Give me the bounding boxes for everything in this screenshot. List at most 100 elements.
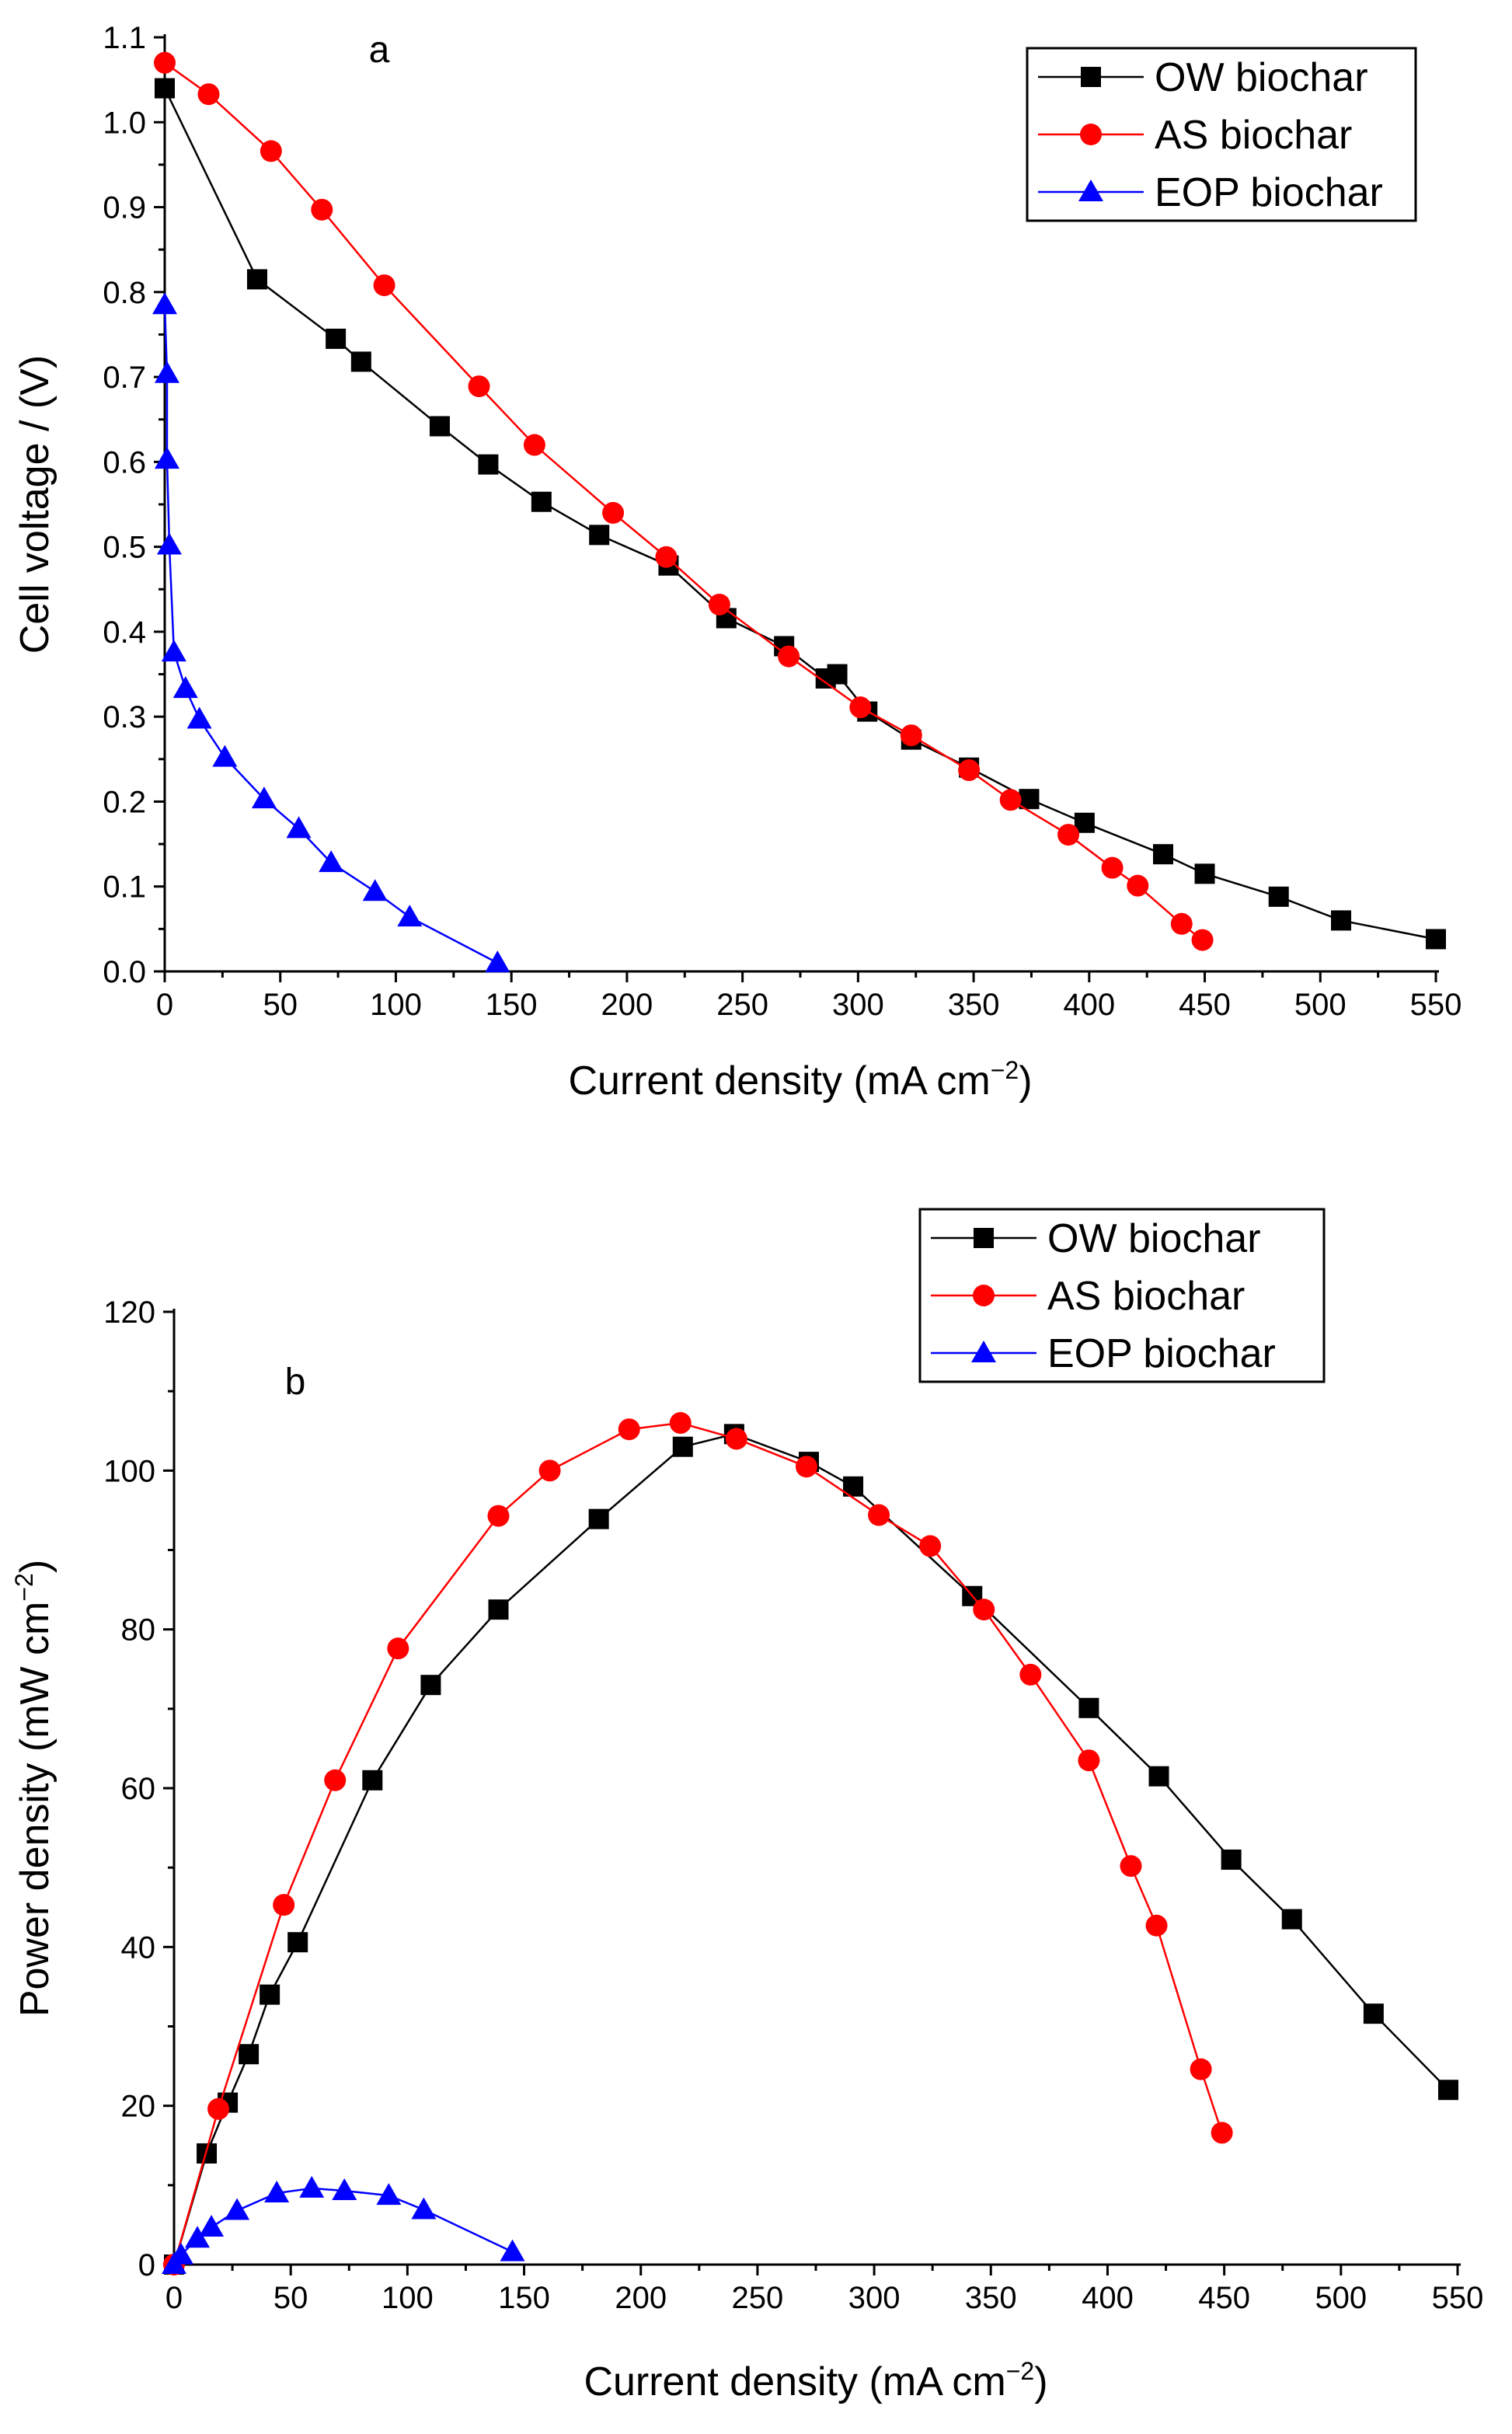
data-point — [900, 724, 922, 747]
legend-label: OW biochar — [1155, 55, 1368, 100]
x-axis-title-superscript: −2 — [991, 1056, 1019, 1084]
data-point — [868, 1504, 890, 1526]
x-tick-label: 100 — [370, 988, 422, 1022]
data-point — [827, 664, 848, 685]
data-point — [264, 2181, 290, 2203]
data-point — [1426, 929, 1446, 950]
y-tick-label: 1.0 — [103, 106, 146, 140]
y-tick-label: 60 — [121, 1772, 156, 1806]
data-point — [973, 1599, 995, 1621]
data-point — [588, 1508, 609, 1529]
y-tick-label: 0.0 — [103, 955, 146, 989]
data-point — [1127, 874, 1149, 897]
data-point — [1145, 1914, 1168, 1937]
panel-label: a — [369, 30, 390, 71]
y-tick-label: 0.3 — [103, 700, 146, 734]
data-point — [1363, 2003, 1384, 2024]
x-tick-label: 250 — [716, 988, 768, 1022]
series-eop-biochar — [152, 292, 510, 973]
panel-b-power-chart: 0 50 100 150 200 250 300 350 400 450 500 550 0 20 40 60… — [10, 1208, 1483, 2404]
x-axis-title-superscript: −2 — [1006, 2357, 1034, 2385]
legend-entry: OW biochar — [1038, 55, 1368, 100]
data-point — [225, 2198, 250, 2220]
x-axis-title: Current density (mA cm−2) — [584, 2357, 1047, 2404]
x-tick-label: 200 — [615, 2281, 667, 2315]
data-point — [1148, 1766, 1169, 1787]
legend-entry: AS biochar — [931, 1274, 1245, 1319]
legend-label: EOP biochar — [1155, 170, 1383, 215]
legend: OW biochar AS biochar EOP biochar — [918, 1208, 1326, 1383]
legend-label: AS biochar — [1047, 1274, 1245, 1319]
data-point — [1281, 1909, 1302, 1930]
x-tick-label: 400 — [1082, 2281, 1134, 2315]
panel-a-voltage-chart: 0 50 100 150 200 250 300 350 400 450 500 550 0.0 0.1 0… — [12, 21, 1461, 1104]
data-point — [185, 2226, 211, 2248]
data-point — [154, 361, 179, 383]
x-axis-title-end: ) — [1034, 2359, 1047, 2404]
x-tick-label: 350 — [948, 988, 1000, 1022]
y-axis-title: Cell voltage / (V) — [12, 355, 57, 654]
data-point — [239, 2044, 260, 2065]
x-tick-label: 550 — [1410, 988, 1462, 1022]
y-tick-label: 0.5 — [103, 531, 146, 565]
data-point — [725, 1428, 747, 1450]
legend-entry: EOP biochar — [931, 1331, 1276, 1376]
series-eop-biochar — [162, 2175, 525, 2274]
x-tick-label: 300 — [832, 988, 884, 1022]
data-point — [468, 375, 490, 398]
data-point — [420, 1675, 441, 1696]
x-tick-label: 300 — [848, 2281, 901, 2315]
data-point — [1019, 1663, 1042, 1686]
x-tick-label: 0 — [165, 2281, 183, 2315]
x-tick-label: 50 — [273, 2281, 308, 2315]
data-point — [669, 1412, 692, 1435]
legend-label: AS biochar — [1155, 113, 1352, 158]
data-point — [326, 328, 347, 349]
data-point — [1194, 863, 1215, 884]
data-point — [849, 696, 872, 719]
data-point — [273, 1894, 295, 1916]
data-point — [311, 198, 333, 221]
legend-swatch-marker — [973, 1285, 995, 1306]
legend-swatch-marker — [1078, 180, 1103, 201]
legend-swatch-marker — [974, 1228, 994, 1248]
data-point — [212, 744, 238, 767]
data-point — [246, 269, 267, 290]
data-point — [958, 759, 981, 782]
data-point — [172, 676, 198, 699]
legend-entry: AS biochar — [1038, 113, 1352, 158]
data-point — [589, 525, 610, 546]
data-point — [1057, 824, 1080, 846]
data-point — [169, 2242, 194, 2265]
x-tick-label: 500 — [1315, 2281, 1367, 2315]
data-point — [287, 1932, 308, 1953]
y-tick-label: 0.6 — [103, 445, 146, 479]
data-point — [154, 51, 176, 74]
data-point — [708, 593, 730, 615]
x-tick-label: 100 — [381, 2281, 434, 2315]
data-point — [1101, 856, 1124, 879]
y-tick-label: 1.1 — [103, 21, 146, 55]
x-tick-label: 150 — [486, 988, 538, 1022]
y-tick-label: 80 — [121, 1613, 156, 1648]
data-point — [299, 2175, 325, 2198]
x-tick-label: 500 — [1294, 988, 1347, 1022]
y-tick-label: 120 — [103, 1295, 155, 1330]
data-point — [672, 1436, 693, 1457]
data-point — [485, 950, 510, 973]
data-point — [531, 491, 552, 512]
data-point — [1437, 2080, 1458, 2101]
data-point — [197, 83, 220, 106]
x-tick-label: 450 — [1198, 2281, 1250, 2315]
data-point — [199, 2214, 225, 2237]
data-point — [161, 640, 186, 662]
data-point — [156, 532, 182, 555]
data-point — [1268, 886, 1289, 907]
data-point — [397, 905, 423, 927]
data-point — [1221, 1849, 1242, 1870]
y-axis-title-end: ) — [12, 1560, 57, 1573]
x-tick-label: 350 — [965, 2281, 1017, 2315]
data-point — [429, 416, 450, 437]
y-tick-label: 100 — [103, 1454, 155, 1488]
data-point — [487, 1505, 510, 1527]
